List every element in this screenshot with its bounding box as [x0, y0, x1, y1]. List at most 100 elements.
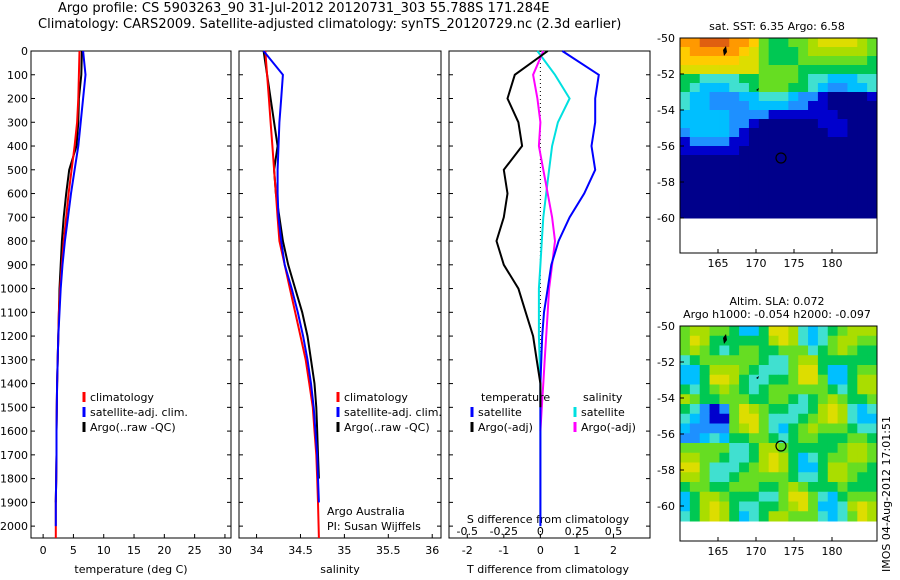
map-cell-sst — [847, 128, 858, 138]
map-cell-sla — [827, 433, 839, 444]
map-cell-sst — [867, 65, 878, 75]
map-cell-sst — [689, 200, 701, 210]
map-cell-sst — [739, 65, 750, 75]
map-cell-sst — [827, 173, 839, 183]
map-cell-sst — [758, 47, 770, 57]
depth-tick-label: 1300 — [0, 354, 28, 367]
map-cell-sla — [758, 335, 770, 346]
map-cell-sst — [739, 182, 750, 192]
map-cell-sla — [847, 335, 858, 346]
map-cell-sst — [680, 173, 691, 183]
map-cell-sla — [699, 491, 711, 502]
map-cell-sst — [739, 164, 750, 174]
map-cell-sst — [847, 173, 858, 183]
map-cell-sst — [817, 38, 829, 48]
map-cell-sst — [778, 74, 789, 84]
map-cell-sst — [837, 128, 848, 138]
map-cell-sla — [817, 423, 829, 434]
map-cell-sla — [680, 423, 691, 434]
island-marker — [756, 88, 759, 91]
map-cell-sst — [778, 146, 789, 156]
map-cell-sst — [719, 209, 730, 219]
map-cell-sst — [699, 182, 711, 192]
map-cell-sst — [857, 164, 868, 174]
map-cell-sst — [788, 110, 799, 120]
panel-frame-difference — [448, 50, 651, 539]
map-cell-sla — [837, 433, 848, 444]
map-cell-sst — [680, 110, 691, 120]
map-cell-sst — [758, 128, 770, 138]
map-cell-sst — [827, 191, 839, 201]
map-cell-sla — [709, 384, 720, 395]
map-cell-sla — [748, 326, 760, 337]
map-cell-sst — [758, 101, 770, 111]
map-cell-sst — [748, 92, 760, 102]
map-cell-sst — [788, 74, 799, 84]
map-cell-sla — [827, 335, 839, 346]
map-cell-sst — [699, 146, 711, 156]
map-cell-sst — [739, 146, 750, 156]
map-cell-sla — [867, 355, 878, 366]
map-cell-sst — [729, 83, 740, 93]
map-cell-sst — [748, 110, 760, 120]
map-cell-sla — [808, 345, 819, 356]
map-cell-sst — [768, 38, 779, 48]
map-cell-sst — [758, 200, 770, 210]
map-cell-sst — [778, 155, 789, 165]
map-cell-sla — [758, 355, 770, 366]
map-cell-sla — [798, 491, 809, 502]
map-cell-sst — [699, 155, 711, 165]
temp-x-tick-label: 10 — [97, 544, 111, 557]
map-cell-sla — [680, 326, 691, 337]
depth-tick-label: 400 — [7, 140, 28, 153]
map-cell-sst — [808, 83, 819, 93]
map-cell-sla — [788, 345, 799, 356]
map-cell-sla — [857, 482, 868, 493]
map-cell-sla — [719, 501, 730, 512]
map-cell-sst — [739, 92, 750, 102]
map-cell-sst — [768, 155, 779, 165]
map-cell-sst — [798, 200, 809, 210]
map-cell-sst — [788, 209, 799, 219]
map-cell-sla — [847, 384, 858, 395]
map-cell-sla — [768, 326, 779, 337]
map-cell-sla — [778, 433, 789, 444]
sal-x-tick-label: 35.5 — [376, 544, 401, 557]
map-y-tick-label-sla: -58 — [657, 464, 675, 477]
map-cell-sla — [827, 501, 839, 512]
map-cell-sst — [709, 47, 720, 57]
map-cell-sla — [680, 482, 691, 493]
map-cell-sla — [689, 443, 701, 454]
map-cell-sla — [729, 394, 740, 405]
map-cell-sst — [788, 47, 799, 57]
depth-tick-label: 1500 — [0, 401, 28, 414]
map-cell-sst — [798, 146, 809, 156]
map-cell-sla — [768, 365, 779, 376]
map-cell-sst — [739, 83, 750, 93]
map-cell-sst — [699, 101, 711, 111]
map-cell-sla — [768, 482, 779, 493]
depth-tick-label: 0 — [21, 45, 28, 58]
map-cell-sst — [827, 110, 839, 120]
climatology-temperature-line — [54, 50, 81, 538]
depth-tick-label: 500 — [7, 164, 28, 177]
map-cell-sst — [837, 182, 848, 192]
map-cell-sla — [847, 413, 858, 424]
map-cell-sst — [689, 92, 701, 102]
map-cell-sla — [768, 384, 779, 395]
map-cell-sst — [808, 137, 819, 147]
map-cell-sla — [729, 374, 740, 385]
map-cell-sst — [837, 173, 848, 183]
island-marker — [723, 46, 727, 56]
argo-australia-note: Argo Australia — [327, 505, 405, 518]
map-cell-sst — [778, 83, 789, 93]
map-cell-sst — [798, 110, 809, 120]
map-cell-sst — [817, 47, 829, 57]
map-cell-sst — [778, 92, 789, 102]
map-cell-sla — [798, 452, 809, 463]
map-cell-sst — [689, 191, 701, 201]
map-cell-sla — [788, 433, 799, 444]
map-cell-sla — [788, 452, 799, 463]
map-cell-sla — [817, 365, 829, 376]
